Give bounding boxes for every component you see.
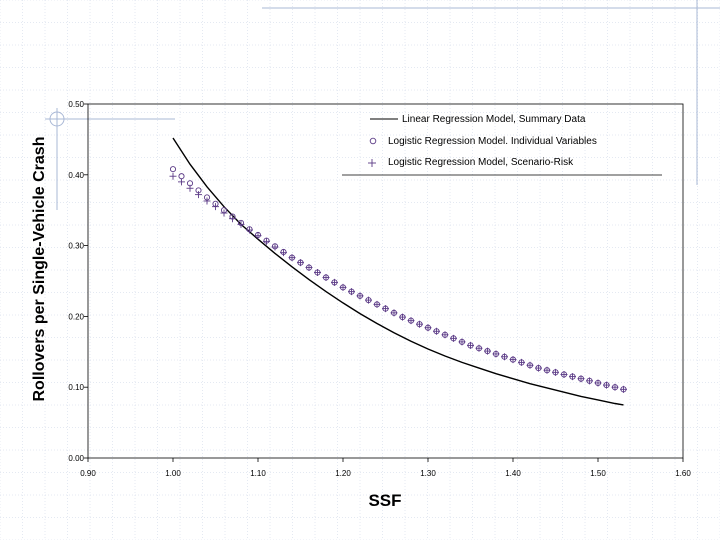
- series-point-scenario-risk: [203, 197, 211, 205]
- legend-label-scenario: Logistic Regression Model, Scenario-Risk: [388, 157, 574, 168]
- y-tick-label: 0.20: [68, 312, 84, 321]
- series-point-scenario-risk: [365, 296, 372, 304]
- series-point-scenario-risk: [543, 366, 551, 374]
- series-point-scenario-risk: [390, 309, 398, 317]
- series-point-scenario-risk: [433, 327, 440, 335]
- y-tick-label: 0.10: [68, 383, 84, 392]
- series-point-scenario-risk: [314, 269, 321, 277]
- series-point-scenario-risk: [254, 232, 262, 240]
- x-tick-label: 1.10: [250, 469, 266, 478]
- x-tick-label: 1.40: [505, 469, 521, 478]
- series-point-scenario-risk: [535, 364, 542, 372]
- decor-circle: [49, 111, 65, 127]
- series-point-scenario-risk: [305, 264, 313, 272]
- legend-label-linear: Linear Regression Model, Summary Data: [402, 114, 586, 125]
- x-tick-label: 0.90: [80, 469, 96, 478]
- series-point-scenario-risk: [339, 283, 347, 291]
- legend-swatch-plus: [368, 159, 376, 167]
- legend-swatch-circle: [369, 137, 377, 145]
- series-point-scenario-risk: [594, 379, 602, 387]
- x-tick-label: 1.50: [590, 469, 606, 478]
- series-point-scenario-risk: [280, 249, 287, 257]
- series-point-scenario-risk: [552, 368, 559, 376]
- series-point-scenario-risk: [373, 300, 381, 308]
- series-point-scenario-risk: [569, 373, 576, 381]
- series-point-scenario-risk: [297, 259, 304, 267]
- series-point-scenario-risk: [586, 377, 593, 385]
- x-tick-label: 1.30: [420, 469, 436, 478]
- x-tick-label: 1.60: [675, 469, 691, 478]
- series-line-linear-regression: [172, 137, 624, 406]
- y-tick-label: 0.50: [68, 100, 84, 109]
- series-point-scenario-risk: [237, 220, 245, 228]
- series-point-scenario-risk: [246, 226, 253, 234]
- series-point-scenario-risk: [492, 350, 500, 358]
- series-point-scenario-risk: [518, 358, 525, 366]
- series-point-scenario-risk: [212, 203, 219, 211]
- series-point-scenario-risk: [603, 381, 610, 389]
- x-tick-labels: 0.90 1.00 1.10 1.20 1.30 1.40 1.50 1.60: [80, 469, 691, 478]
- series-point-scenario-risk: [407, 317, 415, 325]
- series-layer: [169, 137, 627, 406]
- series-point-scenario-risk: [484, 347, 491, 355]
- series-point-scenario-risk: [229, 215, 236, 223]
- x-tick-label: 1.00: [165, 469, 181, 478]
- series-point-scenario-risk: [526, 361, 534, 369]
- series-point-scenario-risk: [416, 320, 423, 328]
- series-point-scenario-risk: [195, 191, 202, 199]
- series-point-scenario-risk: [271, 243, 279, 251]
- series-point-scenario-risk: [501, 353, 508, 361]
- series-point-scenario-risk: [186, 184, 194, 192]
- series-point-scenario-risk: [560, 370, 568, 378]
- series-point-scenario-risk: [356, 292, 364, 300]
- series-point-scenario-risk: [424, 324, 432, 332]
- y-tick-label: 0.30: [68, 242, 84, 251]
- legend: Linear Regression Model, Summary Data Lo…: [342, 114, 662, 176]
- y-tick-labels: 0.00 0.10 0.20 0.30 0.40 0.50: [68, 100, 84, 463]
- series-point-individual-variables: [169, 166, 177, 173]
- series-point-scenario-risk: [220, 209, 228, 217]
- series-point-scenario-risk: [577, 375, 585, 383]
- legend-label-individual: Logistic Regression Model. Individual Va…: [388, 136, 597, 147]
- series-point-scenario-risk: [322, 273, 330, 281]
- series-point-scenario-risk: [178, 178, 185, 186]
- series-point-scenario-risk: [509, 356, 517, 364]
- series-point-scenario-risk: [348, 288, 355, 296]
- plot-area-frame: [87, 103, 684, 459]
- series-point-scenario-risk: [399, 313, 406, 321]
- y-tick-label: 0.00: [68, 454, 84, 463]
- x-tick-label: 1.20: [335, 469, 351, 478]
- x-axis-title: SSF: [368, 491, 402, 510]
- y-tick-label: 0.40: [68, 171, 84, 180]
- series-point-scenario-risk: [263, 237, 270, 245]
- axis-ticks: [84, 103, 684, 462]
- series-point-scenario-risk: [288, 254, 296, 262]
- series-point-scenario-risk: [441, 331, 449, 339]
- series-point-individual-variables: [178, 173, 185, 180]
- series-point-scenario-risk: [382, 305, 389, 313]
- y-axis-title: Rollovers per Single-Vehicle Crash: [31, 136, 48, 402]
- series-point-scenario-risk: [620, 385, 627, 393]
- series-point-scenario-risk: [331, 278, 338, 286]
- series-point-scenario-risk: [611, 383, 619, 391]
- series-point-scenario-risk: [467, 341, 474, 349]
- series-point-scenario-risk: [458, 338, 466, 346]
- series-point-scenario-risk: [475, 344, 483, 352]
- series-point-scenario-risk: [169, 172, 177, 180]
- series-point-scenario-risk: [450, 334, 457, 342]
